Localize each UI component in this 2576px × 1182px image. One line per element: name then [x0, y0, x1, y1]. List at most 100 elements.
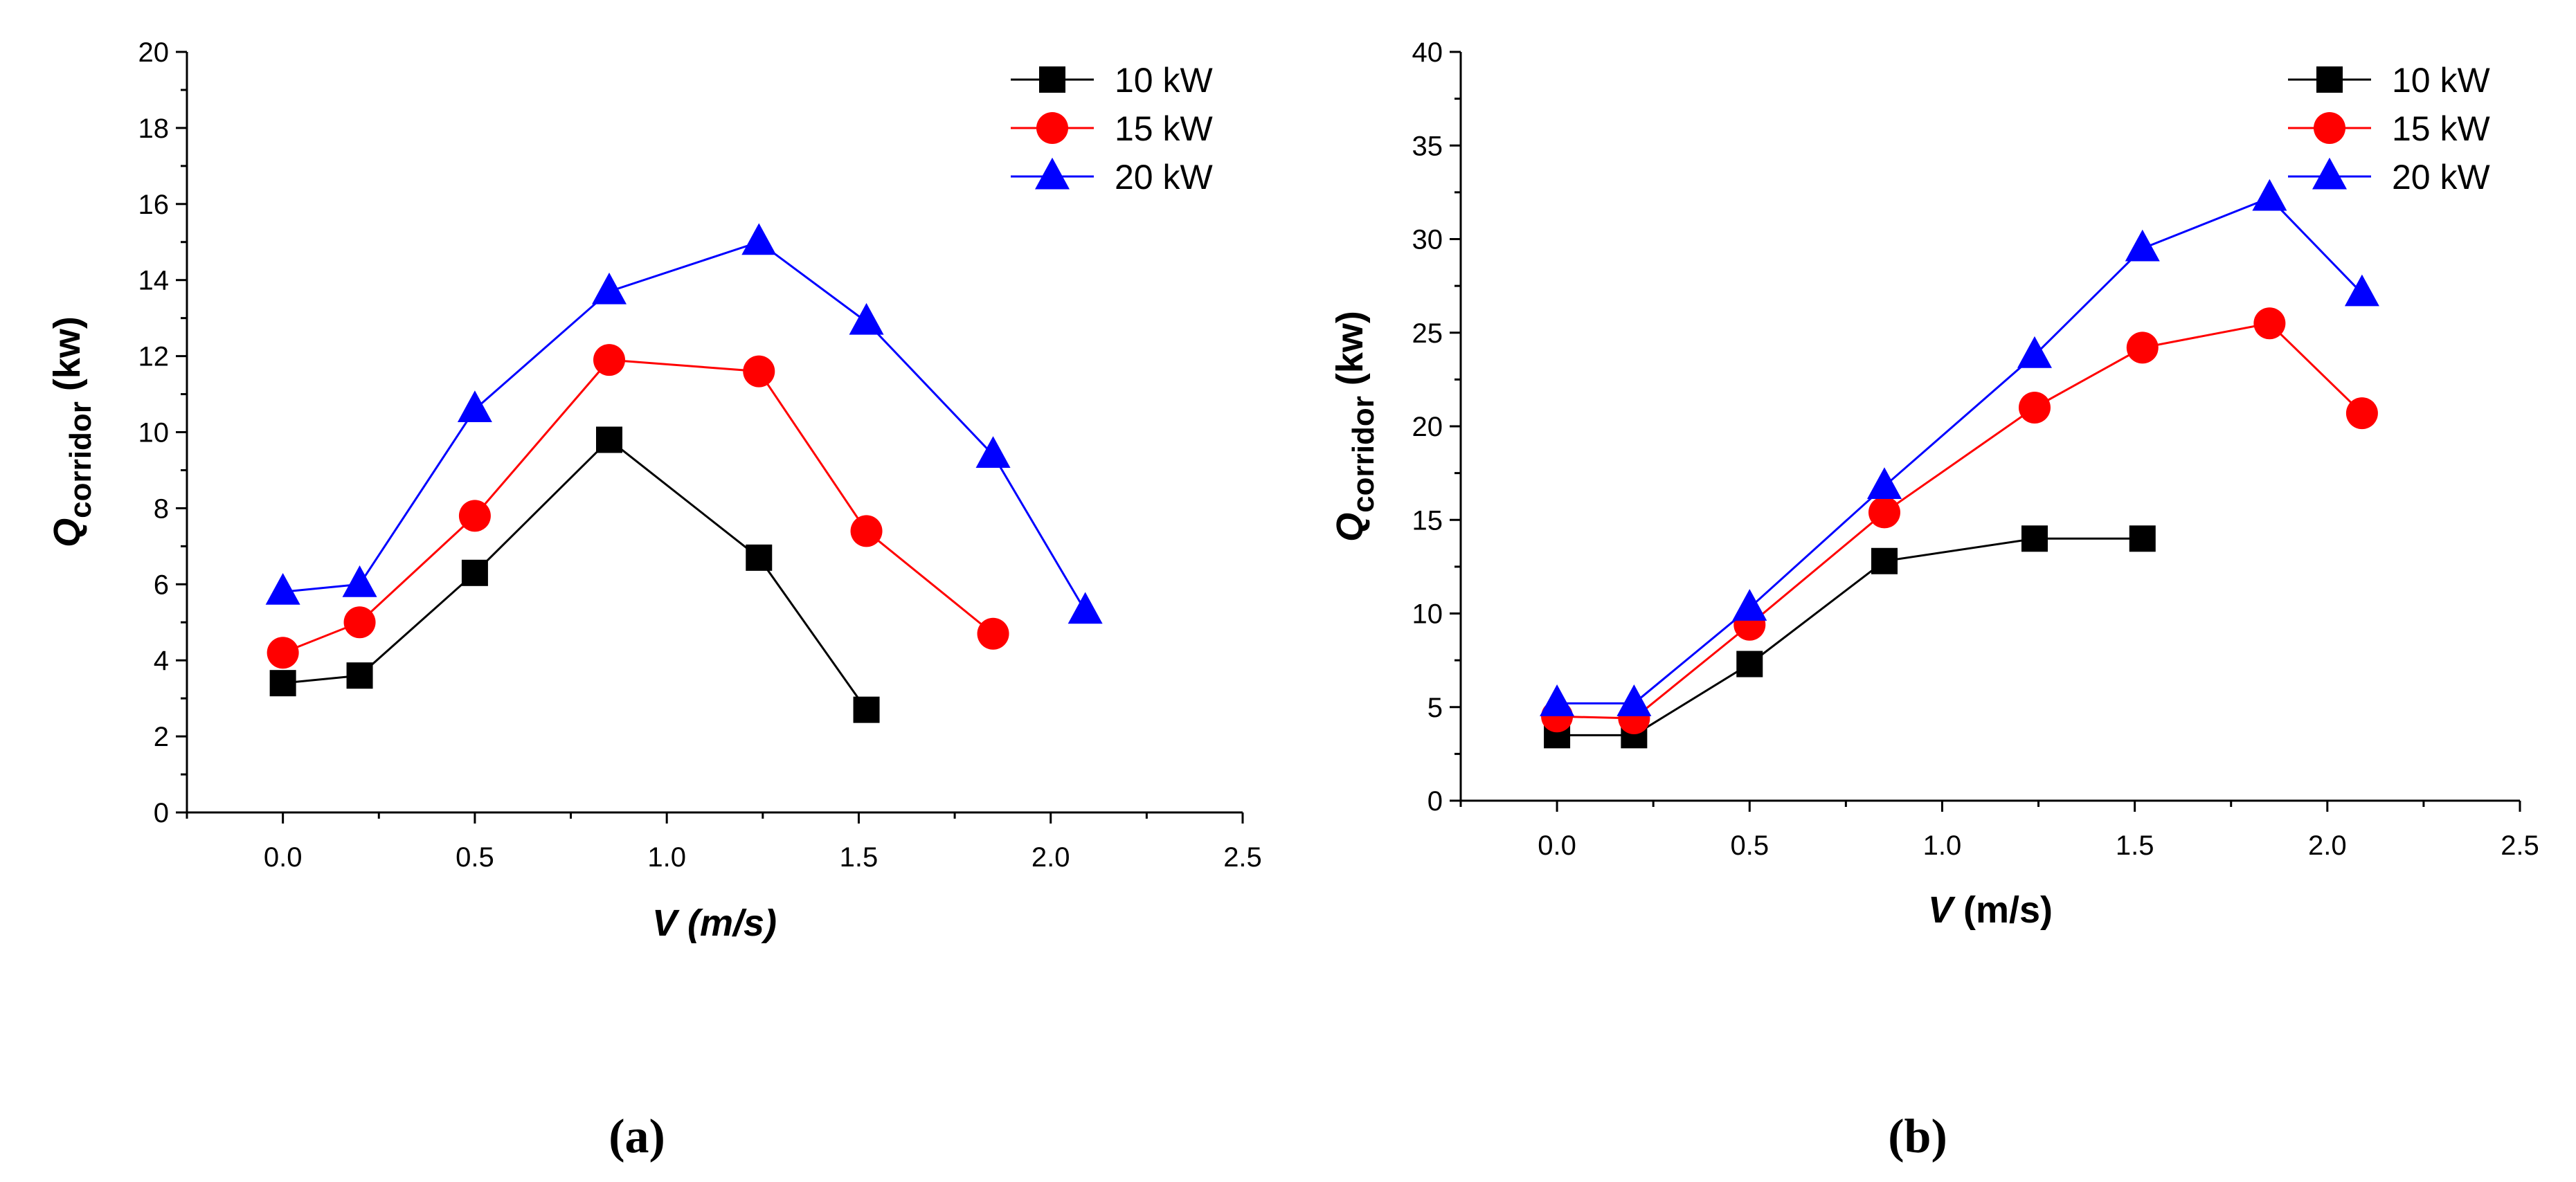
- data-point: [457, 390, 492, 423]
- data-point: [2017, 336, 2052, 368]
- legend-marker: [2314, 112, 2345, 144]
- data-point: [1068, 592, 1103, 624]
- data-point: [269, 670, 296, 697]
- y-tick-label: 25: [1412, 318, 1443, 349]
- legend-label: 20 kW: [1115, 158, 1214, 197]
- x-tick-label: 0.5: [1730, 830, 1769, 861]
- data-point: [1732, 589, 1767, 621]
- series-line-20kw: [1557, 197, 2363, 704]
- y-tick-label: 8: [154, 493, 169, 524]
- panel-label: (b): [1888, 1110, 1947, 1163]
- data-point: [593, 344, 625, 376]
- y-axis-title-unit: (kw): [1329, 311, 1371, 396]
- data-point: [1736, 651, 1763, 678]
- y-tick-label: 40: [1412, 37, 1443, 68]
- y-tick-label: 15: [1412, 505, 1443, 536]
- data-point: [1867, 467, 1902, 500]
- y-tick-label: 16: [138, 190, 170, 220]
- y-tick-label: 35: [1412, 131, 1443, 161]
- data-point: [746, 544, 773, 571]
- data-point: [849, 302, 884, 335]
- y-tick-label: 2: [154, 722, 169, 752]
- y-tick-label: 10: [138, 418, 170, 448]
- legend-label: 10 kW: [2392, 61, 2491, 100]
- x-tick-label: 2.0: [1032, 842, 1070, 873]
- panel-label: (a): [609, 1110, 665, 1163]
- data-point: [2021, 525, 2048, 552]
- y-axis-title-subscript: corridor: [64, 401, 98, 518]
- x-axis-title-unit: (m/s): [1953, 889, 2053, 931]
- x-axis-title: V (m/s): [1928, 889, 2053, 931]
- data-point: [458, 500, 491, 532]
- y-axis-title: Qcorridor (kw): [1329, 311, 1380, 542]
- legend-marker: [2316, 66, 2343, 93]
- data-point: [461, 559, 488, 586]
- series-line-20kw: [282, 241, 1086, 612]
- x-axis-title-unit: (m/s): [677, 902, 777, 944]
- data-point: [2129, 525, 2156, 552]
- y-tick-label: 18: [138, 113, 170, 144]
- data-point: [2125, 229, 2160, 262]
- data-point: [342, 565, 377, 597]
- data-point: [2345, 397, 2378, 430]
- chart-panel-b: 0 5 10 15 20 25 30 35 40 0.0 0.5 1.0 1.5 2.0 2.5 10 kW 1…: [1329, 37, 2539, 1163]
- data-point: [1868, 496, 1900, 529]
- legend-label: 10 kW: [1115, 61, 1214, 100]
- data-point: [267, 637, 299, 669]
- y-axis-title-subscript: corridor: [1346, 396, 1380, 513]
- y-axis-title-unit: (kw): [46, 316, 88, 401]
- data-point: [592, 272, 627, 304]
- x-tick-label: 1.0: [647, 842, 686, 873]
- legend-label: 20 kW: [2392, 158, 2491, 197]
- data-point: [2253, 307, 2286, 340]
- y-tick-label: 4: [154, 646, 169, 676]
- data-point: [853, 696, 880, 723]
- series-line-15kw: [1557, 322, 2363, 720]
- data-point: [1871, 547, 1898, 574]
- x-axis-title-var: V: [1928, 889, 1956, 931]
- data-point: [596, 426, 622, 453]
- data-point: [977, 617, 1009, 650]
- y-axis-title-var: Q: [46, 518, 88, 547]
- data-point: [346, 662, 373, 689]
- legend-marker: [1036, 112, 1068, 144]
- data-point: [975, 436, 1011, 468]
- y-tick-label: 5: [1427, 693, 1443, 723]
- x-tick-label: 0.0: [264, 842, 303, 873]
- y-tick-label: 6: [154, 570, 169, 600]
- x-tick-label: 2.0: [2308, 830, 2347, 861]
- data-point: [743, 355, 775, 388]
- data-point: [850, 515, 883, 547]
- y-axis-title: Qcorridor (kw): [46, 316, 98, 547]
- y-tick-label: 10: [1412, 599, 1443, 630]
- y-tick-label: 30: [1412, 225, 1443, 255]
- legend-marker: [2312, 157, 2347, 190]
- data-point: [265, 573, 300, 605]
- data-point: [1540, 684, 1575, 716]
- y-axis-title-var: Q: [1329, 513, 1371, 542]
- x-tick-label: 0.0: [1538, 830, 1576, 861]
- data-point: [2344, 274, 2379, 307]
- y-tick-label: 14: [138, 266, 170, 296]
- legend-marker: [1039, 66, 1065, 93]
- y-tick-label: 20: [138, 37, 170, 68]
- y-tick-label: 12: [138, 342, 170, 372]
- y-tick-label: 0: [1427, 786, 1443, 817]
- x-axis-title-var: V: [652, 902, 680, 944]
- x-tick-label: 1.5: [2116, 830, 2154, 861]
- x-tick-label: 1.0: [1923, 830, 1962, 861]
- legend-marker: [1035, 157, 1070, 190]
- chart-panel-a: 0 2 4 6 8 10 12 14 16 18 20 0.0 0.5 1.0 1.5 2.0 2.5 10 kW…: [46, 37, 1262, 1163]
- data-point: [2252, 179, 2287, 211]
- y-tick-label: 0: [154, 798, 169, 828]
- y-tick-label: 20: [1412, 412, 1443, 442]
- x-tick-label: 1.5: [840, 842, 879, 873]
- x-tick-label: 2.5: [1223, 842, 1262, 873]
- legend-label: 15 kW: [1115, 109, 1214, 148]
- data-point: [741, 223, 777, 255]
- data-point: [2018, 391, 2051, 424]
- data-point: [2126, 331, 2159, 364]
- x-tick-label: 2.5: [2501, 830, 2539, 861]
